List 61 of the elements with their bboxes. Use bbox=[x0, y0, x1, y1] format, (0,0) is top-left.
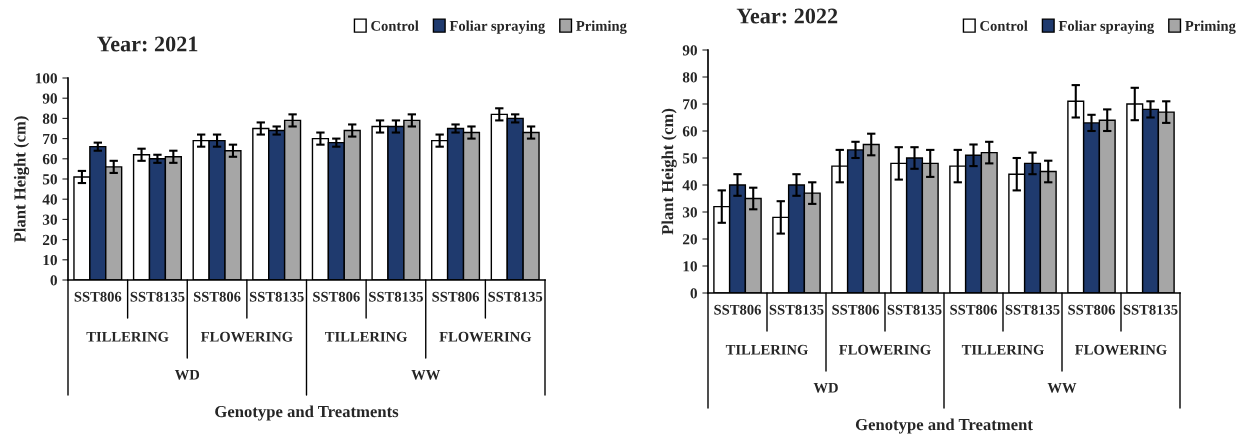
x-tick-label: SST806 bbox=[832, 304, 879, 315]
text: WW bbox=[1047, 382, 1077, 393]
x-tick-label: SST8135 bbox=[887, 304, 942, 315]
y-tick-label: 60 bbox=[42, 153, 57, 165]
x-tick-label: SST806 bbox=[74, 291, 122, 302]
y-tick-label: 0 bbox=[690, 288, 697, 299]
x-tick-label: SST806 bbox=[714, 304, 761, 315]
text: WW bbox=[411, 369, 441, 380]
y-tick-label: 70 bbox=[683, 99, 697, 110]
x-tick-label: SST8135 bbox=[488, 291, 543, 302]
text: TILLERING bbox=[725, 344, 808, 355]
y-tick-label: 20 bbox=[682, 234, 697, 245]
legend-label: Control bbox=[980, 20, 1028, 31]
x-tick-label: SST806 bbox=[313, 291, 360, 302]
y-tick-label: 80 bbox=[682, 72, 697, 83]
text: FLOWERING bbox=[439, 331, 532, 342]
legend-label: Foliar spraying bbox=[1058, 20, 1155, 34]
x-tick-label: SST806 bbox=[432, 291, 480, 302]
text: FLOWERING bbox=[200, 331, 293, 342]
chart-title: Year: 2022 bbox=[736, 8, 838, 24]
x-axis-title: Genotype and Treatment bbox=[855, 418, 1033, 434]
x-tick-label: SST806 bbox=[1068, 304, 1115, 315]
legend-label: Foliar spraying bbox=[449, 20, 546, 34]
y-tick-label: 100 bbox=[35, 73, 57, 84]
text: WD bbox=[174, 369, 200, 380]
y-tick-label: 90 bbox=[682, 45, 697, 56]
x-tick-label: SST8135 bbox=[1123, 304, 1178, 315]
y-tick-label: 40 bbox=[42, 194, 57, 205]
y-tick-label: 50 bbox=[682, 153, 697, 164]
y-tick-label: 10 bbox=[683, 261, 697, 272]
y-axis-title: Plant Height (cm) bbox=[13, 116, 30, 243]
x-axis-title: Genotype and Treatments bbox=[215, 405, 399, 421]
x-tick-label: SST806 bbox=[950, 304, 997, 315]
y-tick-label: 70 bbox=[43, 133, 57, 145]
text: TILLERING bbox=[86, 331, 169, 342]
y-tick-label: 10 bbox=[43, 254, 57, 266]
y-axis-title: Plant Height (cm) bbox=[661, 108, 677, 235]
x-tick-label: SST8135 bbox=[769, 304, 824, 315]
x-tick-label: SST806 bbox=[193, 291, 241, 302]
y-tick-label: 30 bbox=[42, 214, 57, 225]
text: WD bbox=[813, 382, 838, 393]
y-tick-label: 90 bbox=[42, 93, 57, 104]
text: TILLERING bbox=[325, 331, 408, 342]
y-tick-label: 30 bbox=[682, 207, 697, 218]
x-tick-label: SST8135 bbox=[1005, 304, 1060, 315]
legend-label: Control bbox=[371, 20, 419, 31]
x-tick-label: SST8135 bbox=[130, 291, 185, 302]
legend-label: Priming bbox=[1185, 20, 1236, 34]
x-tick-label: SST8135 bbox=[249, 291, 304, 302]
y-tick-label: 20 bbox=[42, 234, 57, 246]
y-tick-label: 0 bbox=[50, 275, 57, 286]
y-tick-label: 80 bbox=[42, 113, 57, 124]
x-tick-label: SST8135 bbox=[369, 291, 423, 302]
legend-label: Priming bbox=[576, 20, 627, 34]
text: TILLERING bbox=[961, 344, 1044, 355]
text: FLOWERING bbox=[839, 344, 931, 355]
text: FLOWERING bbox=[1075, 344, 1167, 355]
y-tick-label: 50 bbox=[42, 174, 57, 185]
chart-title: Year: 2021 bbox=[97, 36, 198, 52]
y-tick-label: 40 bbox=[682, 180, 697, 191]
y-tick-label: 60 bbox=[682, 126, 697, 137]
